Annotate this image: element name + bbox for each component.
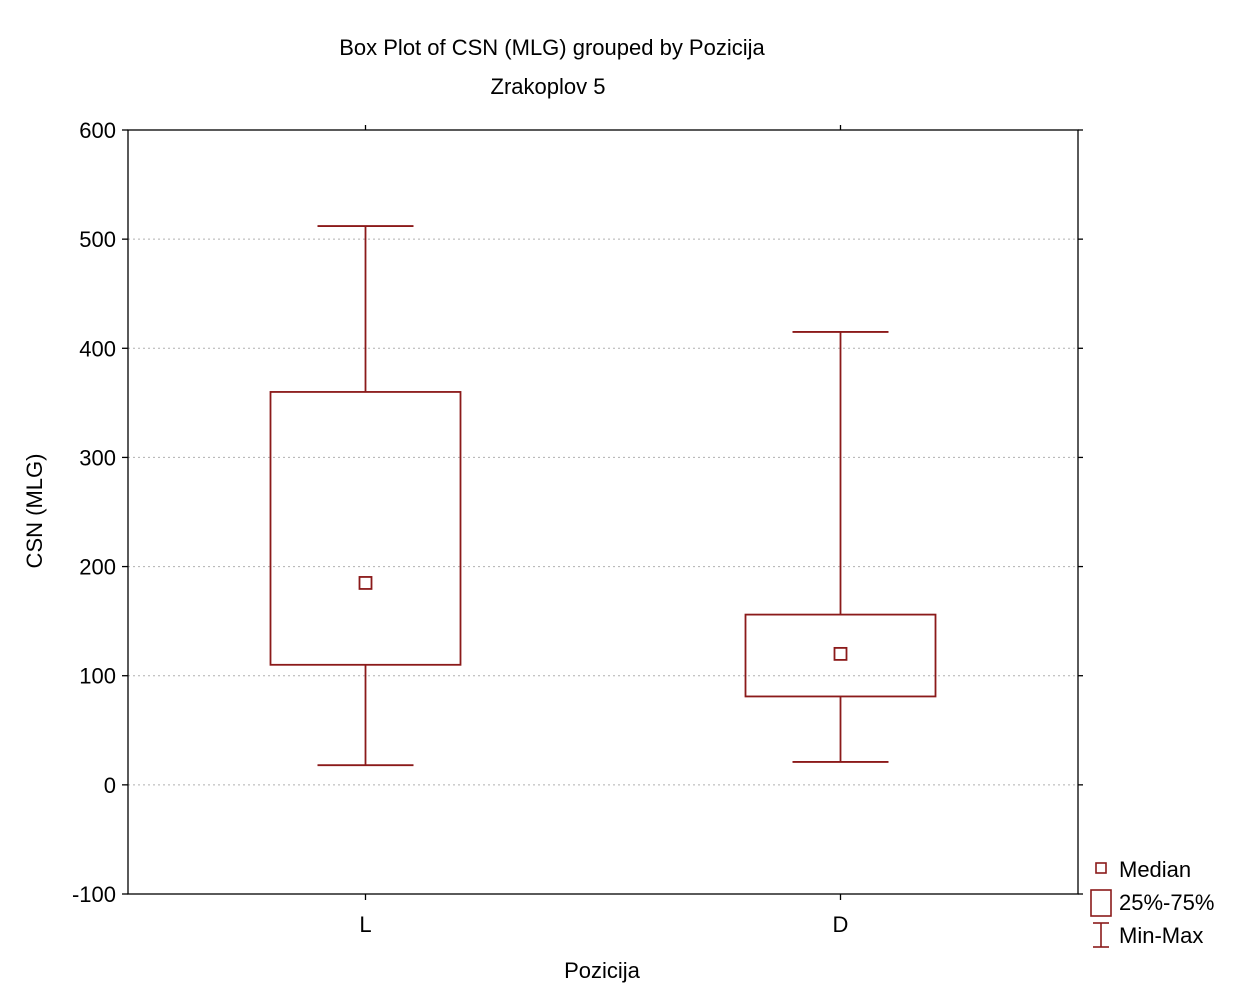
legend-item: 25%-75% [1090,889,1214,917]
tick-labels: -100 0 100 200 300 400 500 600 L D [72,118,848,937]
y-tick-label: 600 [79,118,116,143]
y-tick-label: 0 [104,773,116,798]
legend-label: Min-Max [1119,923,1203,948]
legend-label: 25%-75% [1119,890,1214,915]
y-tick-label: 300 [79,445,116,470]
box-D [744,331,937,763]
median-marker [833,646,848,661]
y-tick-label: -100 [72,882,116,907]
chart-subtitle: Zrakoplov 5 [491,74,606,99]
median-marker [358,576,373,590]
legend: Median 25%-75% Min-Max [1090,857,1214,948]
x-axis-label: Pozicija [564,958,641,983]
x-tick-label: L [359,912,371,937]
grid-lines [128,238,1078,786]
plot-frame [127,129,1079,895]
legend-label: Median [1119,857,1191,882]
axes [122,125,1083,900]
legend-median-icon [1095,862,1107,874]
chart-title: Box Plot of CSN (MLG) grouped by Pozicij… [339,35,765,60]
legend-box-icon [1090,889,1112,917]
y-tick-label: 400 [79,336,116,361]
y-tick-label: 100 [79,664,116,689]
y-tick-label: 200 [79,555,116,580]
y-axis-label: CSN (MLG) [22,454,47,569]
x-tick-label: D [833,912,849,937]
y-tick-label: 500 [79,227,116,252]
box-L [269,225,462,767]
legend-item: Median [1095,857,1191,882]
iqr-box [269,391,462,666]
legend-item: Min-Max [1093,922,1203,948]
iqr-box [744,613,937,698]
boxes [269,225,937,767]
